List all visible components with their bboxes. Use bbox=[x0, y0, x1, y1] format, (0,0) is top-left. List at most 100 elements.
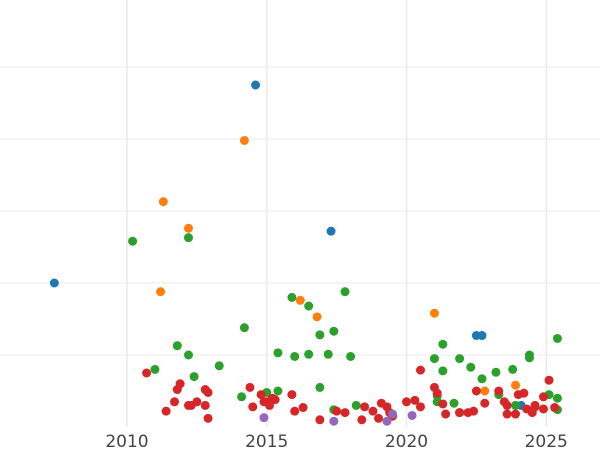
data-point bbox=[340, 408, 350, 418]
data-point bbox=[183, 350, 193, 360]
data-point bbox=[128, 236, 138, 246]
data-point bbox=[183, 400, 193, 410]
data-point bbox=[203, 413, 213, 423]
data-point bbox=[477, 374, 487, 384]
data-point bbox=[502, 409, 512, 419]
gridlines bbox=[0, 0, 600, 427]
data-point bbox=[502, 400, 512, 410]
data-point bbox=[256, 390, 266, 400]
data-point bbox=[552, 333, 562, 343]
data-points bbox=[49, 80, 562, 426]
data-point bbox=[239, 323, 249, 333]
series-green bbox=[128, 233, 562, 415]
data-point bbox=[183, 233, 193, 243]
data-point bbox=[477, 331, 487, 341]
data-point bbox=[290, 406, 300, 416]
data-point bbox=[438, 339, 448, 349]
data-point bbox=[432, 388, 442, 398]
data-point bbox=[214, 361, 224, 371]
data-point bbox=[329, 326, 339, 336]
data-point bbox=[273, 386, 283, 396]
data-point bbox=[455, 354, 465, 364]
data-point bbox=[259, 413, 269, 423]
data-point bbox=[248, 402, 258, 412]
data-point bbox=[245, 382, 255, 392]
data-point bbox=[150, 364, 160, 374]
data-point bbox=[315, 330, 325, 340]
data-point bbox=[323, 349, 333, 359]
data-point bbox=[329, 416, 339, 426]
x-tick-label: 2010 bbox=[105, 432, 148, 450]
data-point bbox=[466, 362, 476, 372]
data-point bbox=[441, 409, 451, 419]
data-point bbox=[491, 367, 501, 377]
data-point bbox=[49, 278, 59, 288]
data-point bbox=[183, 223, 193, 233]
data-point bbox=[368, 406, 378, 416]
data-point bbox=[287, 292, 297, 302]
data-point bbox=[511, 409, 521, 419]
data-point bbox=[402, 397, 411, 407]
data-point bbox=[315, 415, 325, 425]
series-red bbox=[142, 365, 560, 425]
data-point bbox=[471, 386, 481, 396]
data-point bbox=[438, 366, 448, 376]
data-point bbox=[480, 398, 490, 408]
data-point bbox=[360, 402, 370, 412]
data-point bbox=[552, 393, 562, 403]
plot-background bbox=[0, 0, 600, 427]
data-point bbox=[290, 351, 300, 361]
data-point bbox=[346, 351, 356, 361]
data-point bbox=[200, 400, 210, 410]
data-point bbox=[298, 403, 308, 413]
data-point bbox=[410, 395, 420, 405]
data-point bbox=[530, 402, 540, 412]
data-point bbox=[469, 406, 479, 416]
data-point bbox=[326, 226, 336, 236]
data-point bbox=[494, 386, 504, 396]
data-point bbox=[265, 400, 275, 410]
data-point bbox=[407, 410, 417, 420]
data-point bbox=[388, 409, 398, 419]
series-blue bbox=[49, 80, 526, 410]
series-orange bbox=[156, 135, 521, 396]
data-point bbox=[519, 388, 529, 398]
data-point bbox=[511, 400, 521, 410]
data-point bbox=[511, 380, 521, 390]
data-point bbox=[415, 402, 425, 412]
x-tick-label: 2015 bbox=[245, 432, 288, 450]
data-point bbox=[455, 408, 465, 418]
data-point bbox=[312, 312, 322, 322]
data-point bbox=[304, 301, 314, 311]
data-point bbox=[270, 395, 280, 405]
data-point bbox=[508, 364, 518, 374]
data-point bbox=[480, 386, 490, 396]
data-point bbox=[544, 375, 554, 385]
data-point bbox=[295, 295, 305, 305]
data-point bbox=[287, 390, 297, 400]
data-point bbox=[142, 368, 152, 378]
data-point bbox=[172, 341, 182, 351]
data-point bbox=[161, 406, 171, 416]
x-tick-label: 2025 bbox=[525, 432, 568, 450]
data-point bbox=[538, 392, 548, 402]
data-point bbox=[550, 403, 560, 413]
data-point bbox=[251, 80, 261, 90]
x-axis-tick-labels: 2010 2015 2020 2025 bbox=[105, 432, 568, 450]
data-point bbox=[158, 197, 168, 207]
data-point bbox=[524, 353, 534, 363]
data-point bbox=[429, 308, 439, 318]
data-point bbox=[351, 400, 361, 410]
data-point bbox=[273, 348, 283, 358]
data-point bbox=[382, 416, 392, 426]
data-point bbox=[415, 365, 425, 375]
data-point bbox=[429, 354, 439, 364]
data-point bbox=[374, 413, 384, 423]
data-point bbox=[203, 387, 213, 397]
data-point bbox=[332, 406, 342, 416]
data-point bbox=[340, 287, 350, 297]
data-point bbox=[172, 385, 182, 395]
data-point bbox=[170, 397, 180, 407]
x-tick-label: 2020 bbox=[385, 432, 428, 450]
